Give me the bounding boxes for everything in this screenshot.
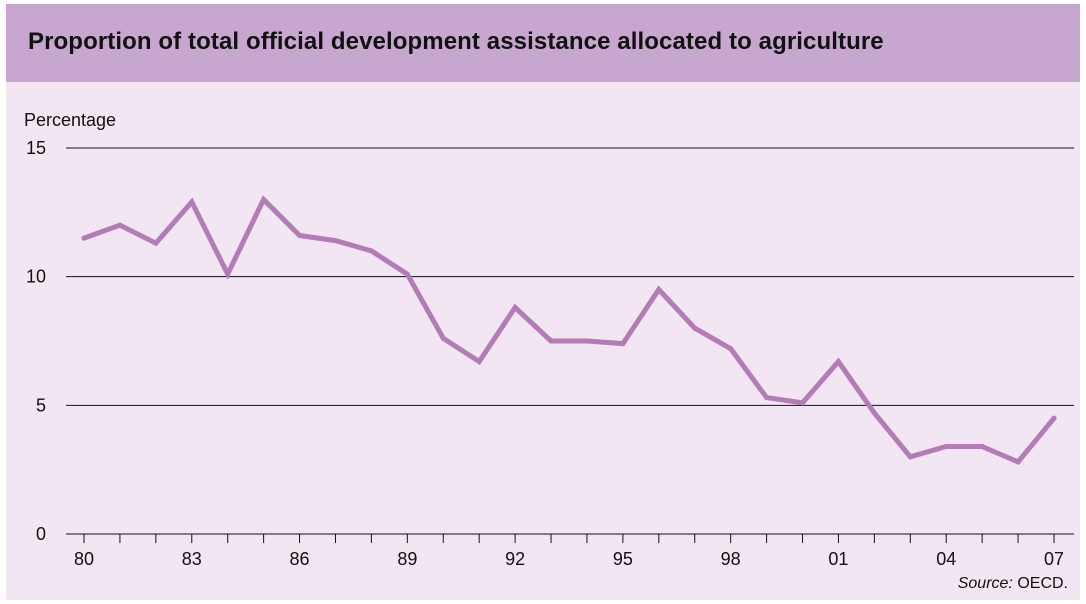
- data-point: [153, 240, 159, 246]
- data-point: [728, 346, 734, 352]
- data-point: [835, 359, 841, 365]
- x-tick-label: 89: [397, 549, 417, 569]
- source-note: Source: OECD.: [958, 575, 1068, 593]
- data-point: [476, 359, 482, 365]
- y-tick-label: 10: [26, 267, 46, 287]
- x-tick-label: 95: [613, 549, 633, 569]
- chart-panel: Proportion of total official development…: [6, 4, 1080, 600]
- data-point: [692, 325, 698, 331]
- source-label: Source:: [957, 575, 1013, 592]
- source-value: OECD.: [1017, 575, 1068, 592]
- x-tick-label: 01: [828, 549, 848, 569]
- data-point: [512, 305, 518, 311]
- data-point: [907, 454, 913, 460]
- data-point: [332, 238, 338, 244]
- x-tick-label: 92: [505, 549, 525, 569]
- data-point: [225, 271, 231, 277]
- chart-title: Proportion of total official development…: [28, 28, 884, 55]
- data-point: [297, 232, 303, 238]
- data-point: [979, 444, 985, 450]
- data-point: [800, 400, 806, 406]
- data-point: [548, 338, 554, 344]
- series-line: [81, 195, 1057, 465]
- line-chart: 0 5 10 15 80 83 86 89 92 95 98 01 04 07: [26, 138, 1074, 569]
- data-point: [81, 235, 87, 241]
- data-point: [764, 395, 770, 401]
- data-point: [620, 341, 626, 347]
- data-point: [440, 335, 446, 341]
- data-point: [189, 199, 195, 205]
- data-point: [368, 248, 374, 254]
- data-point: [871, 410, 877, 416]
- y-tick-label: 15: [26, 138, 46, 158]
- data-point: [1051, 415, 1057, 421]
- data-point: [117, 222, 123, 228]
- data-point: [943, 444, 949, 450]
- title-band: Proportion of total official development…: [6, 4, 1080, 82]
- data-point: [1015, 459, 1021, 465]
- x-tick-label: 98: [721, 549, 741, 569]
- data-point: [404, 271, 410, 277]
- x-tick-label: 83: [182, 549, 202, 569]
- x-tick-label: 07: [1044, 549, 1064, 569]
- data-point: [261, 196, 267, 202]
- data-point: [584, 338, 590, 344]
- data-point: [656, 287, 662, 293]
- y-tick-label: 0: [36, 524, 46, 544]
- y-axis-label: Percentage: [24, 110, 117, 130]
- x-tick-label: 04: [936, 549, 956, 569]
- x-tick-label: 86: [290, 549, 310, 569]
- x-tick-label: 80: [74, 549, 94, 569]
- y-tick-label: 5: [36, 395, 46, 415]
